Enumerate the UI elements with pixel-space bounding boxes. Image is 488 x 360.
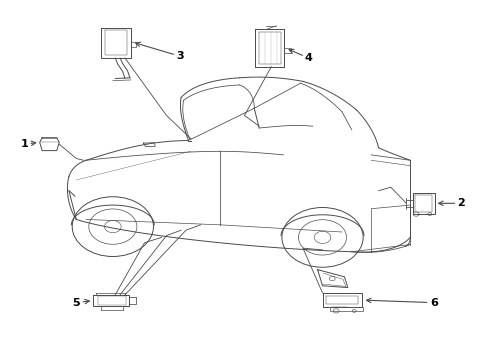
Text: 2: 2	[457, 198, 465, 208]
Text: 3: 3	[176, 51, 183, 61]
Text: 5: 5	[72, 298, 80, 308]
Text: 4: 4	[305, 53, 312, 63]
Text: 1: 1	[20, 139, 28, 149]
Text: 6: 6	[429, 298, 437, 308]
